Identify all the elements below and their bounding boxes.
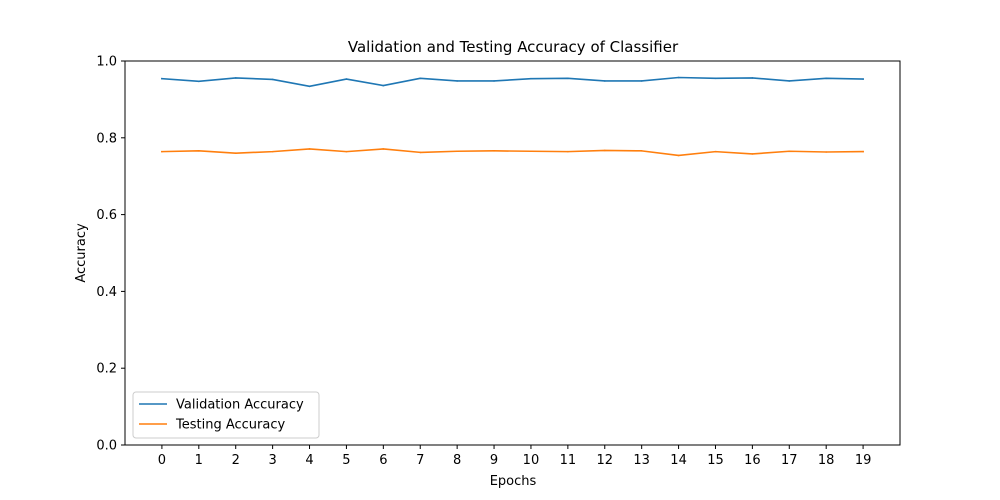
y-axis-label: Accuracy [74, 223, 89, 283]
data-point-1-10 [530, 150, 532, 153]
series-1 [161, 148, 864, 157]
data-point-1-15 [714, 150, 717, 153]
data-point-0-3 [271, 78, 274, 81]
y-tick-label-0: 0.0 [96, 439, 117, 454]
x-tick-label-2: 2 [232, 453, 240, 468]
x-tick-label-3: 3 [268, 453, 276, 468]
x-axis-label: Epochs [490, 474, 537, 489]
x-tick-label-19: 19 [855, 453, 872, 468]
data-point-0-19 [862, 78, 864, 80]
data-point-0-10 [530, 77, 532, 80]
data-point-0-12 [603, 80, 606, 82]
data-point-1-14 [677, 154, 680, 157]
x-tick-label-1: 1 [195, 453, 203, 468]
data-point-1-16 [751, 153, 754, 155]
data-point-1-2 [234, 152, 237, 154]
x-tick-label-18: 18 [818, 453, 835, 468]
x-tick-label-13: 13 [633, 453, 650, 468]
data-point-1-13 [640, 150, 643, 152]
data-point-0-15 [714, 77, 717, 80]
data-point-0-9 [493, 80, 495, 82]
data-point-1-3 [271, 150, 274, 153]
data-point-0-13 [640, 80, 643, 82]
data-point-1-11 [567, 150, 569, 153]
data-point-0-18 [825, 77, 827, 80]
plot-frame [124, 60, 901, 446]
data-point-1-17 [788, 150, 791, 153]
x-tick-label-0: 0 [158, 453, 166, 468]
x-tick-label-10: 10 [523, 453, 540, 468]
data-point-1-12 [603, 149, 606, 152]
data-point-0-8 [456, 80, 458, 82]
legend-box [132, 391, 320, 439]
x-tick-label-7: 7 [416, 453, 424, 468]
chart-title: Validation and Testing Accuracy of Class… [348, 38, 679, 56]
y-tick-label-4: 0.8 [96, 131, 117, 146]
x-tick-label-6: 6 [379, 453, 387, 468]
x-tick-label-17: 17 [781, 453, 798, 468]
data-point-0-7 [419, 77, 422, 80]
data-point-0-16 [751, 77, 754, 79]
y-tick-label-1: 0.2 [96, 362, 117, 377]
legend-label-1: Testing Accuracy [175, 418, 285, 433]
x-tick-label-14: 14 [670, 453, 687, 468]
data-point-0-6 [382, 84, 385, 87]
data-point-1-4 [308, 148, 311, 150]
data-point-0-1 [198, 80, 200, 83]
y-tick-label-3: 0.6 [96, 208, 117, 223]
data-point-0-2 [234, 77, 237, 79]
plot-area [124, 60, 901, 446]
x-tick-label-5: 5 [342, 453, 350, 468]
legend: Validation Accuracy Testing Accuracy [132, 391, 320, 439]
x-tick-label-9: 9 [490, 453, 498, 468]
x-tick-label-8: 8 [453, 453, 461, 468]
series-line-0 [161, 76, 864, 88]
data-point-1-6 [382, 148, 385, 150]
data-point-1-7 [419, 151, 422, 154]
data-point-1-19 [862, 150, 864, 153]
legend-label-0: Validation Accuracy [176, 398, 304, 413]
data-point-1-8 [456, 150, 458, 153]
x-tick-label-4: 4 [305, 453, 313, 468]
data-point-0-11 [567, 77, 569, 80]
y-axis: 0.0 0.2 0.4 0.6 0.8 1.0 [96, 55, 125, 454]
x-tick-label-16: 16 [744, 453, 761, 468]
series-line-1 [161, 148, 864, 157]
x-tick-label-11: 11 [560, 453, 577, 468]
data-point-1-9 [493, 150, 495, 152]
x-axis: 0 1 2 3 4 5 6 7 8 9 10 11 12 13 14 15 16 17 18 19 [158, 445, 872, 468]
data-point-1-5 [345, 150, 348, 153]
x-tick-label-15: 15 [707, 453, 724, 468]
y-tick-label-2: 0.4 [96, 285, 117, 300]
data-point-1-0 [161, 150, 163, 153]
data-point-0-4 [308, 85, 311, 88]
data-point-1-18 [825, 151, 827, 153]
x-tick-label-12: 12 [596, 453, 613, 468]
series-0 [161, 76, 864, 88]
series-layer [161, 76, 864, 157]
data-point-0-0 [161, 77, 163, 80]
y-tick-label-5: 1.0 [96, 55, 117, 70]
data-point-0-14 [677, 76, 680, 79]
data-point-0-5 [345, 78, 348, 80]
data-point-0-17 [788, 80, 791, 82]
data-point-1-1 [198, 150, 200, 152]
